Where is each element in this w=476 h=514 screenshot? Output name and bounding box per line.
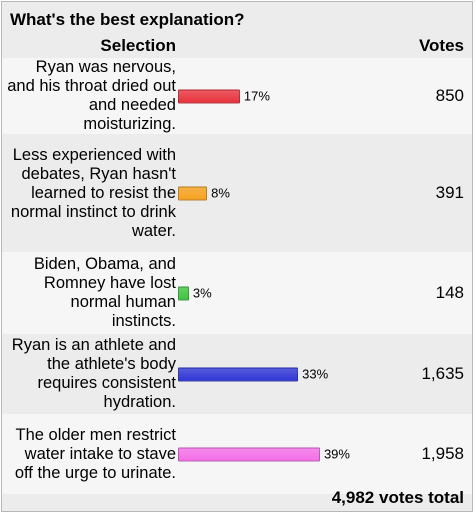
result-bar [178,286,189,300]
option-text: Ryan was nervous, and his throat dried o… [7,58,176,133]
percent-label: 33% [302,366,329,382]
result-bar-group: 3% [178,286,212,301]
option-row: Ryan was nervous, and his throat dried o… [2,58,472,134]
result-bar [178,89,240,103]
vote-count: 1,958 [421,444,464,463]
option-row: Ryan is an athlete and the athlete's bod… [2,334,472,414]
votes-header: Votes [418,36,464,55]
vote-count: 1,635 [421,364,464,383]
result-bar [178,447,320,461]
option-text: Ryan is an athlete and the athlete's bod… [11,336,176,411]
option-row: Less experienced with debates, Ryan hasn… [2,134,472,252]
total-votes: 4,982 votes total [331,488,464,507]
option-row: Biden, Obama, and Romney have lost norma… [2,252,472,334]
percent-label: 17% [243,88,270,104]
option-text: Less experienced with debates, Ryan hasn… [10,145,176,240]
percent-label: 3% [192,285,212,301]
option-row: The older men restrict water intake to s… [2,414,472,494]
option-text: The older men restrict water intake to s… [14,425,176,482]
selection-header: Selection [100,36,176,55]
result-bar-group: 39% [178,447,350,462]
option-text: Biden, Obama, and Romney have lost norma… [33,255,176,330]
percent-label: 39% [323,446,350,462]
result-bar-group: 33% [178,367,328,382]
result-bar [178,367,299,381]
poll-question: What's the best explanation? [10,10,245,29]
result-bar-group: 17% [178,89,270,104]
result-bar [178,186,208,200]
vote-count: 391 [435,183,464,202]
percent-label: 8% [211,185,230,201]
vote-count: 148 [435,283,464,302]
vote-count: 850 [435,86,464,105]
result-bar-group: 8% [178,186,230,201]
